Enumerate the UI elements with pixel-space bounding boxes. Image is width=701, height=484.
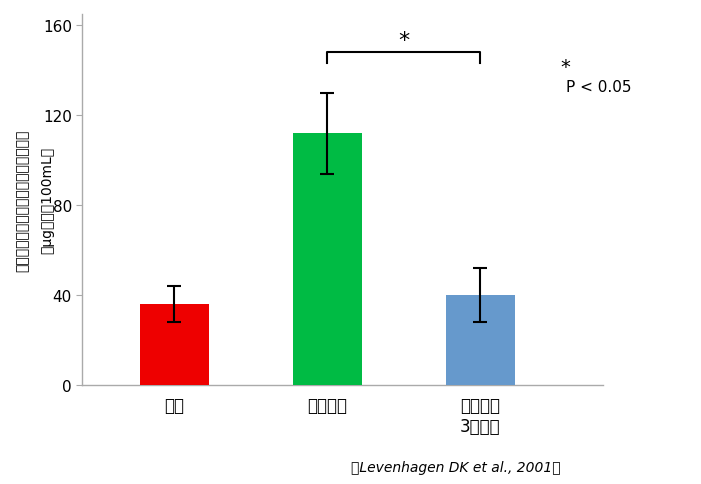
Text: *: * [560, 58, 570, 76]
Text: *: * [398, 31, 409, 51]
Bar [293, 134, 362, 385]
Bar [139, 304, 209, 385]
Text: P < 0.05: P < 0.05 [566, 80, 632, 95]
Y-axis label: 脚筋肉の正味のグルコース取り込み量
（μg／分・100mL）: 脚筋肉の正味のグルコース取り込み量 （μg／分・100mL） [15, 129, 54, 271]
Text: （Levenhagen DK et al., 2001）: （Levenhagen DK et al., 2001） [350, 460, 561, 474]
Bar [446, 296, 515, 385]
